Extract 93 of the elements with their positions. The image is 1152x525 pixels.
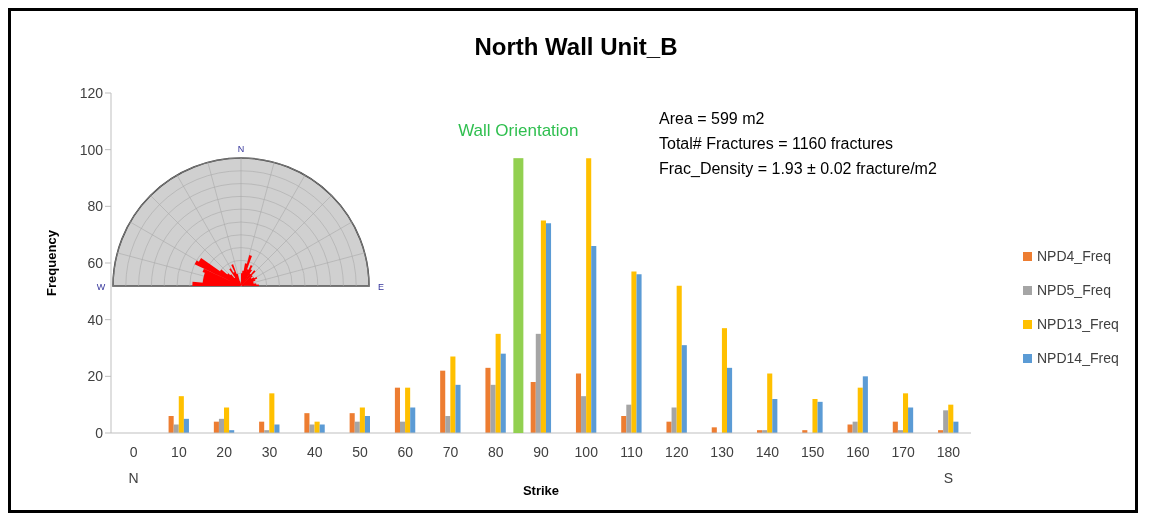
x-tick-label: 10 [171, 444, 187, 460]
bar [902, 393, 909, 433]
bar [621, 416, 627, 433]
bar [857, 387, 863, 433]
x-tick-label: 160 [846, 444, 870, 460]
y-tick-label: 120 [79, 84, 104, 101]
bar [626, 404, 632, 433]
x-tick-label: 40 [306, 444, 323, 460]
y-tick-label: 40 [87, 311, 104, 328]
x-tick-label: 180 [936, 444, 961, 460]
bar [631, 271, 637, 433]
annotation: Area = 599 m2 [659, 109, 766, 129]
bar [586, 158, 592, 433]
bar [410, 407, 416, 433]
y-tick-label: 100 [79, 141, 104, 158]
bar [490, 384, 496, 433]
x-tick-label: 140 [755, 444, 780, 460]
x-tick-label: 50 [352, 444, 368, 460]
text: N [128, 470, 139, 486]
bar [666, 421, 672, 433]
x-tick-label: 30 [261, 444, 278, 460]
bar [545, 223, 552, 433]
legend-label: NPD13_Freq [1037, 316, 1119, 332]
bar [500, 353, 506, 433]
bar [405, 387, 411, 433]
bar [168, 416, 174, 433]
bar [727, 367, 733, 433]
bar [948, 404, 954, 433]
bar [440, 370, 446, 433]
bar [224, 407, 230, 433]
bar [178, 396, 184, 433]
bar [772, 399, 778, 433]
bar [535, 333, 541, 433]
x-axis-title: Strike [522, 483, 560, 498]
bar [269, 393, 275, 433]
y-tick-label: 20 [87, 368, 104, 385]
bar [485, 367, 491, 433]
bar [359, 407, 365, 433]
bar [721, 328, 728, 433]
chart-title: North Wall Unit_B [473, 33, 679, 61]
y-tick-label: 60 [87, 254, 104, 271]
bar [183, 418, 189, 433]
bar [495, 333, 501, 433]
bar [812, 399, 818, 433]
annotation: E [377, 282, 385, 292]
bar [636, 274, 642, 433]
bar [445, 416, 451, 433]
x-tick-label: 130 [710, 444, 734, 460]
legend-label: NPD5_Freq [1037, 282, 1111, 298]
legend-label: NPD4_Freq [1037, 248, 1111, 264]
y-axis-title: Frequency [43, 229, 59, 296]
bar [767, 373, 773, 433]
annotation: Frac_Density = 1.93 ± 0.02 fracture/m2 [659, 159, 937, 179]
y-tick-label: 0 [95, 424, 104, 441]
legend-label: NPD14_Freq [1037, 350, 1119, 366]
bar [455, 384, 461, 433]
x-tick-label: 60 [397, 444, 414, 460]
bar [817, 401, 823, 433]
bar [575, 373, 582, 433]
x-tick-label: 70 [442, 444, 459, 460]
x-tick-label: 100 [574, 444, 599, 460]
annotation: Total# Fractures = 1160 fractures [659, 134, 895, 154]
text: S [943, 470, 954, 486]
bar [309, 424, 315, 433]
bar [450, 356, 456, 433]
bar [349, 413, 355, 433]
x-tick-label: 90 [533, 444, 549, 460]
bar [540, 220, 546, 433]
bar [591, 246, 597, 433]
x-tick-label: 170 [891, 444, 915, 460]
bar [364, 416, 370, 433]
bar [862, 376, 868, 433]
bar [513, 158, 524, 433]
x-tick-label: 110 [620, 444, 643, 460]
bar [671, 407, 677, 433]
x-tick-label: 150 [800, 444, 825, 460]
x-tick-label: 120 [665, 444, 689, 460]
series-label: Wall Orientation [458, 120, 579, 140]
annotation: N [237, 144, 245, 154]
x-tick-label: 80 [487, 444, 504, 460]
bar [394, 387, 400, 433]
bar [943, 410, 949, 433]
bar [530, 382, 536, 433]
bar [581, 396, 587, 433]
annotation: W [96, 282, 106, 292]
bar [304, 413, 310, 433]
y-tick-label: 80 [87, 198, 104, 215]
bar [218, 418, 225, 433]
x-tick-label: 20 [216, 444, 233, 460]
x-tick-label: 0 [129, 444, 138, 460]
bar [676, 285, 682, 433]
bar [908, 407, 914, 433]
bar [681, 345, 687, 433]
